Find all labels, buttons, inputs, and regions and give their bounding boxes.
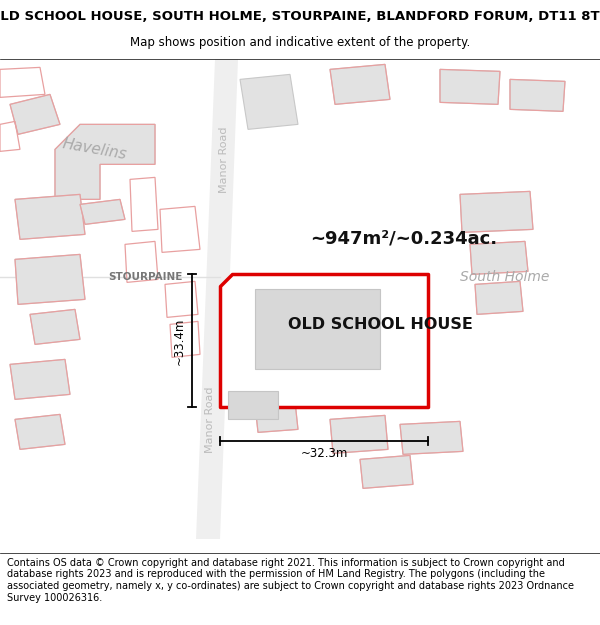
Polygon shape xyxy=(330,64,390,104)
Polygon shape xyxy=(15,414,65,449)
Polygon shape xyxy=(10,94,60,134)
Text: ~947m²/~0.234ac.: ~947m²/~0.234ac. xyxy=(310,229,497,248)
Text: Contains OS data © Crown copyright and database right 2021. This information is : Contains OS data © Crown copyright and d… xyxy=(7,558,574,602)
Polygon shape xyxy=(10,359,70,399)
Polygon shape xyxy=(400,421,463,454)
Polygon shape xyxy=(475,281,523,314)
Polygon shape xyxy=(228,391,278,419)
Text: ~33.4m: ~33.4m xyxy=(173,317,186,364)
Polygon shape xyxy=(15,254,85,304)
Text: South Holme: South Holme xyxy=(460,271,550,284)
Polygon shape xyxy=(460,191,533,232)
Polygon shape xyxy=(220,274,428,408)
Text: OLD SCHOOL HOUSE, SOUTH HOLME, STOURPAINE, BLANDFORD FORUM, DT11 8TG: OLD SCHOOL HOUSE, SOUTH HOLME, STOURPAIN… xyxy=(0,9,600,22)
Polygon shape xyxy=(196,59,238,539)
Text: Havelins: Havelins xyxy=(62,136,128,162)
Text: Map shows position and indicative extent of the property.: Map shows position and indicative extent… xyxy=(130,36,470,49)
Text: STOURPAINE: STOURPAINE xyxy=(108,272,182,282)
Polygon shape xyxy=(80,199,125,224)
Polygon shape xyxy=(470,241,528,274)
Polygon shape xyxy=(30,309,80,344)
Polygon shape xyxy=(55,124,155,199)
Text: Manor Road: Manor Road xyxy=(219,126,229,192)
Polygon shape xyxy=(255,289,380,369)
Polygon shape xyxy=(510,79,565,111)
Text: ~32.3m: ~32.3m xyxy=(301,448,347,461)
Polygon shape xyxy=(330,416,388,453)
Polygon shape xyxy=(440,69,500,104)
Polygon shape xyxy=(255,401,298,432)
Text: OLD SCHOOL HOUSE: OLD SCHOOL HOUSE xyxy=(287,317,472,332)
Polygon shape xyxy=(15,194,85,239)
Polygon shape xyxy=(240,74,298,129)
Polygon shape xyxy=(360,456,413,488)
Polygon shape xyxy=(245,361,298,394)
Text: Manor Road: Manor Road xyxy=(205,386,215,452)
